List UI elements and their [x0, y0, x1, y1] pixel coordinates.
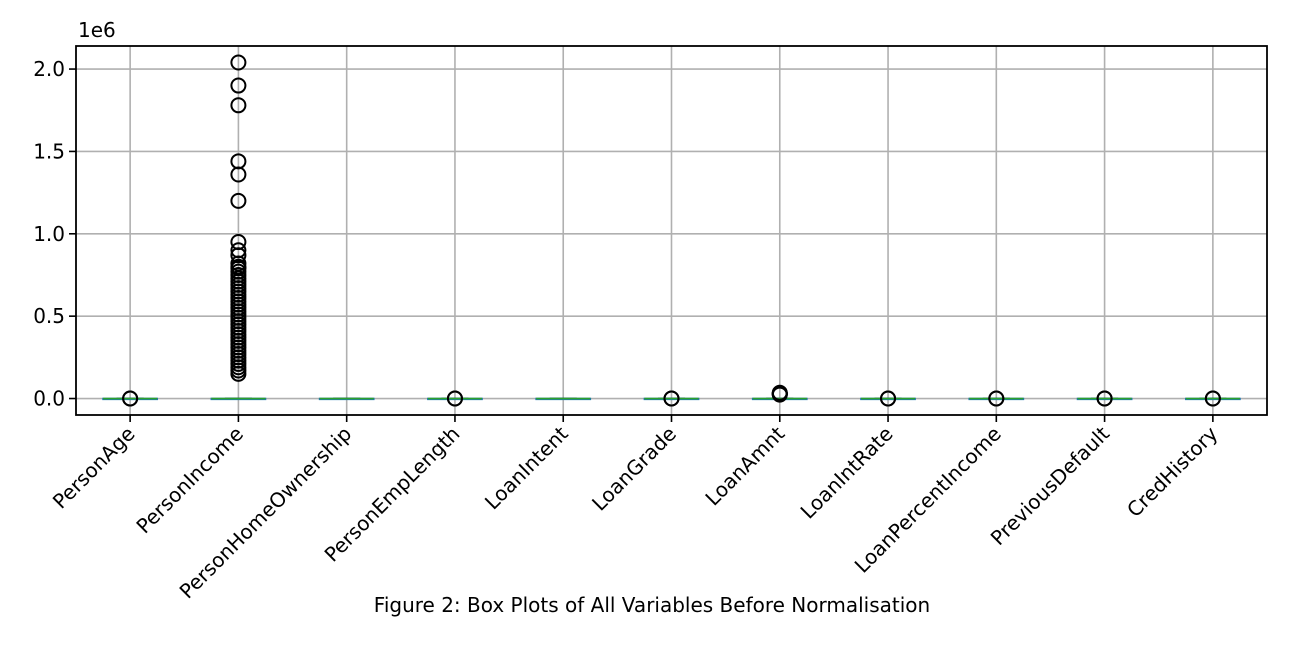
x-tick-label: LoanIntRate [796, 422, 898, 524]
flier-point [1204, 390, 1221, 407]
x-tick-label: PersonHomeOwnership [175, 422, 357, 604]
boxes-layer [102, 54, 1241, 407]
flier-point [230, 153, 247, 170]
x-tick-label: PersonAge [48, 422, 140, 514]
box-PersonIncome [210, 54, 267, 401]
box-PersonEmpLength [427, 390, 483, 407]
box-PreviousDefault [1076, 390, 1133, 407]
box-LoanIntent [535, 397, 592, 401]
box-PersonAge [102, 390, 159, 407]
x-tick-label: LoanAmnt [700, 421, 789, 510]
flier-point [230, 54, 247, 71]
flier-point [122, 390, 139, 407]
box-PersonHomeOwnership [318, 397, 375, 401]
y-tick-label: 0.0 [33, 387, 65, 411]
flier-point [880, 390, 897, 407]
box-LoanPercentIncome [968, 390, 1025, 407]
flier-point [230, 234, 247, 251]
flier-point [230, 192, 247, 209]
flier-point [230, 242, 247, 259]
flier-point [663, 390, 680, 407]
flier-point [988, 390, 1005, 407]
y-tick-label: 0.5 [33, 304, 65, 328]
flier-point [230, 77, 247, 94]
flier-point [771, 384, 788, 401]
y-offset-text: 1e6 [78, 18, 116, 42]
box-LoanIntRate [860, 390, 916, 407]
box-LoanAmnt [751, 384, 808, 403]
flier-point [230, 97, 247, 114]
y-tick-label: 2.0 [33, 57, 65, 81]
x-tick-label: LoanGrade [587, 422, 681, 516]
y-tick-label: 1.5 [33, 139, 65, 163]
flier-point [1096, 390, 1113, 407]
grid-lines [76, 46, 1267, 415]
box-LoanGrade [643, 390, 700, 407]
x-tick-label: PreviousDefault [986, 421, 1115, 550]
y-tick-label: 1.0 [33, 222, 65, 246]
flier-point [446, 390, 463, 407]
y-axis-ticks: 0.0 0.5 1.0 1.5 2.0 [33, 57, 76, 411]
figure-caption: Figure 2: Box Plots of All Variables Bef… [374, 593, 930, 617]
box-CredHistory [1184, 390, 1241, 407]
x-tick-label: CredHistory [1122, 421, 1222, 521]
x-tick-label: PersonIncome [131, 422, 248, 539]
x-axis-ticks: PersonAgePersonIncomePersonHomeOwnership… [48, 415, 1223, 603]
x-tick-label: LoanIntent [480, 421, 573, 514]
